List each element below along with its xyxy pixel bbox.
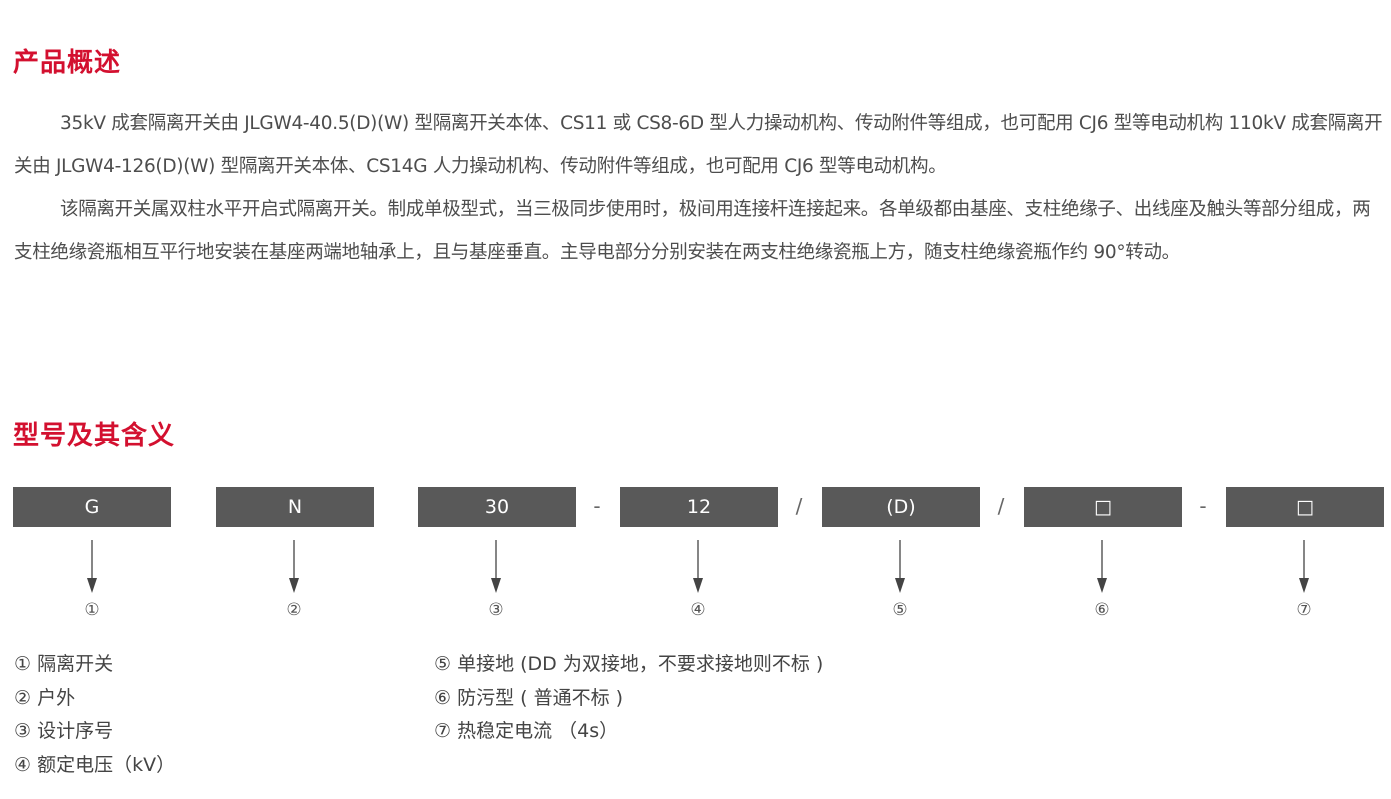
model-box-g: G (13, 487, 171, 527)
overview-paragraph-2: 该隔离开关属双柱水平开启式隔离开关。制成单极型式，当三极同步使用时，极间用连接杆… (14, 199, 1371, 263)
arrow-down-icon (895, 540, 905, 593)
model-title: 型号及其含义 (13, 421, 176, 451)
legend-item: ⑦ 热稳定电流 （4s） (434, 720, 619, 742)
model-box-n: N (216, 487, 374, 527)
model-box-design: 30 (418, 487, 576, 527)
overview-paragraph-1: 35kV 成套隔离开关由 JLGW4-40.5(D)(W) 型隔离开关本体、CS… (14, 113, 1383, 177)
number-5: ⑤ (892, 600, 908, 620)
number-7: ⑦ (1296, 600, 1312, 620)
model-box-pollution: □ (1024, 487, 1182, 527)
arrow-down-icon (87, 540, 97, 593)
model-box-ground: (D) (822, 487, 980, 527)
model-box-voltage: 12 (620, 487, 778, 527)
arrow-down-icon (693, 540, 703, 593)
legend-item: ⑥ 防污型 ( 普通不标 ) (434, 686, 624, 709)
number-6: ⑥ (1094, 600, 1110, 620)
legend-item: ① 隔离开关 (14, 653, 114, 675)
separator: - (1199, 494, 1207, 518)
number-2: ② (286, 600, 302, 620)
number-3: ③ (488, 600, 504, 620)
arrow-down-icon (289, 540, 299, 593)
legend-item: ③ 设计序号 (14, 720, 114, 742)
legend-right: ⑤ 单接地 (DD 为双接地，不要求接地则不标 ) ⑥ 防污型 ( 普通不标 )… (434, 648, 823, 749)
legend-left: ① 隔离开关 ② 户外 ③ 设计序号 ④ 额定电压（kV） (14, 648, 175, 782)
arrow-down-icon (1299, 540, 1309, 593)
separator: / (997, 494, 1005, 518)
number-4: ④ (690, 600, 706, 620)
arrow-down-icon (1097, 540, 1107, 593)
model-box-current: □ (1226, 487, 1384, 527)
legend-item: ④ 额定电压（kV） (14, 753, 176, 776)
legend-item: ② 户外 (14, 686, 76, 709)
separator: / (795, 494, 803, 518)
separator: - (593, 494, 601, 518)
legend-item: ⑤ 单接地 (DD 为双接地，不要求接地则不标 ) (434, 653, 824, 675)
number-1: ① (84, 600, 100, 620)
arrow-down-icon (491, 540, 501, 593)
overview-title: 产品概述 (13, 48, 122, 78)
